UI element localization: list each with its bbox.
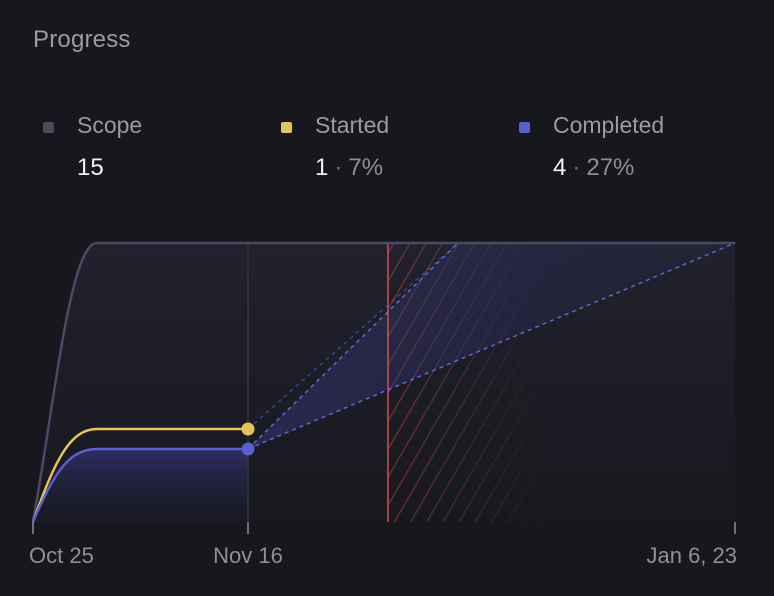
legend-completed-label: Completed xyxy=(553,112,665,138)
scope-line xyxy=(31,241,735,523)
started-percent: 7% xyxy=(348,154,384,181)
x-tick-label: Oct 25 xyxy=(29,543,94,568)
started-count: 1 xyxy=(315,154,329,181)
progress-title: Progress xyxy=(33,26,131,53)
completed-area xyxy=(33,449,248,522)
scope-count: 15 xyxy=(77,154,104,181)
projection-line-fast xyxy=(247,242,459,450)
legend-started-label: Started xyxy=(315,112,390,138)
started-swatch xyxy=(281,122,292,133)
completed-count: 4 xyxy=(553,154,567,181)
legend-started-value: 1 · 7% xyxy=(315,154,383,182)
completed-point xyxy=(241,442,255,456)
legend-scope-label: Scope xyxy=(77,112,143,138)
separator-dot: · xyxy=(334,154,343,181)
projection-line-slow xyxy=(247,242,736,450)
scope-swatch xyxy=(43,122,54,133)
legend-completed-value: 4 · 27% xyxy=(553,154,634,182)
x-tick-label: Jan 6, 23 xyxy=(646,543,737,568)
projection-line-started xyxy=(247,242,459,430)
completed-percent: 27% xyxy=(586,154,635,181)
started-point xyxy=(241,422,255,436)
started-line xyxy=(31,427,248,523)
completed-line xyxy=(31,447,248,523)
completed-swatch xyxy=(519,122,530,133)
separator-dot: · xyxy=(572,154,581,181)
legend-scope-value: 15 xyxy=(77,154,104,182)
x-tick-label: Nov 16 xyxy=(213,543,283,568)
